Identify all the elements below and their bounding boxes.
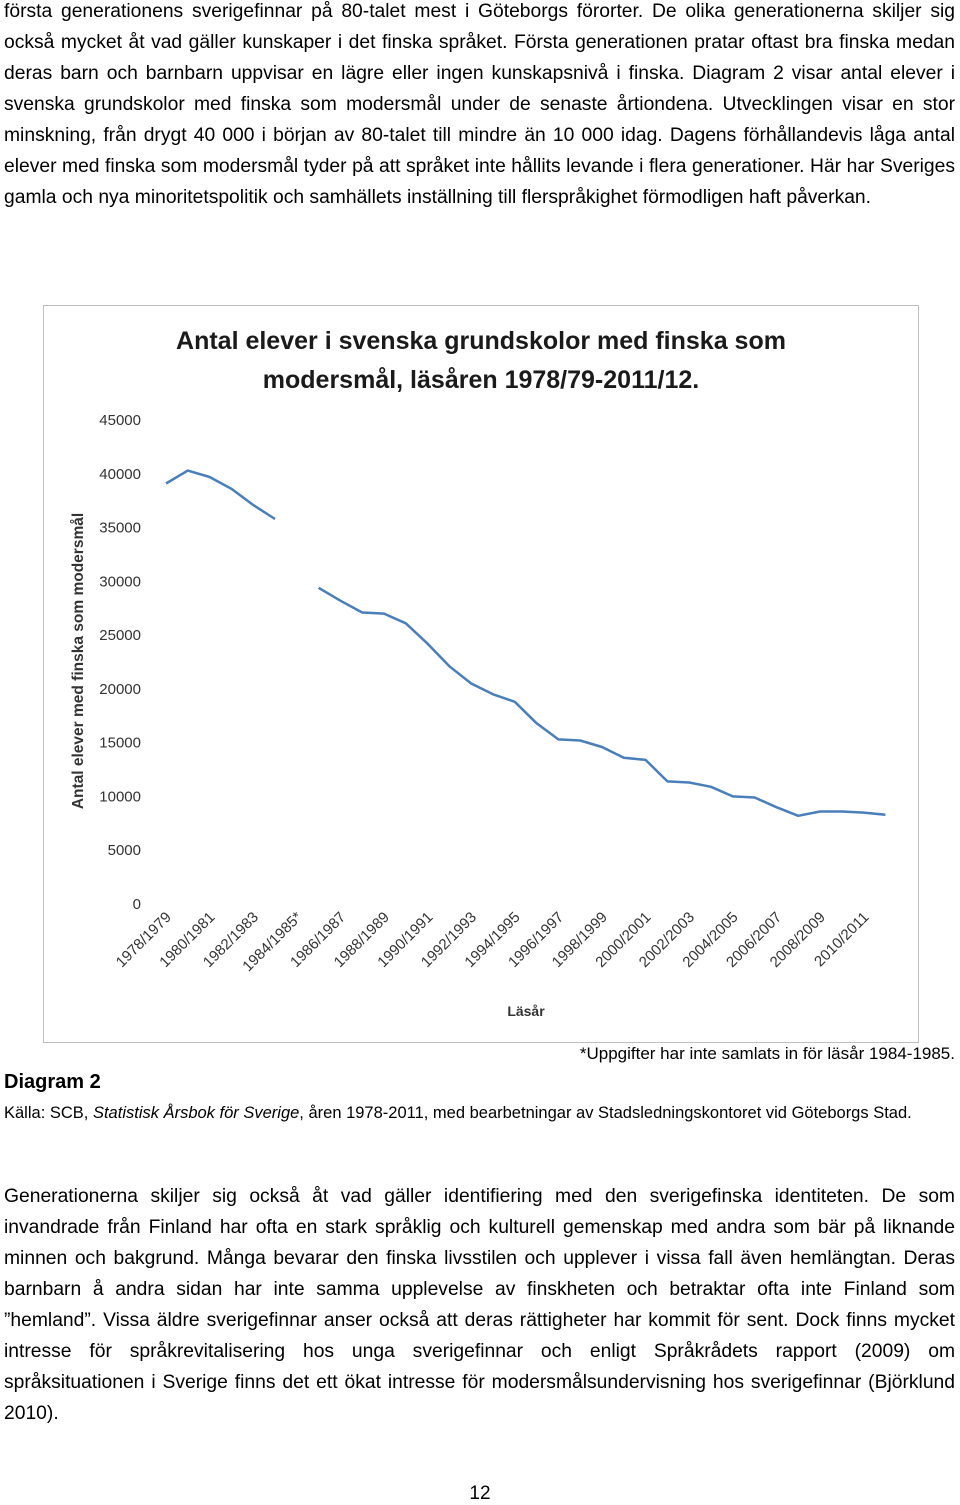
caption-source: Källa: SCB, Statistisk Årsbok för Sverig…	[4, 1100, 924, 1126]
paragraph: Generationerna skiljer sig också åt vad …	[4, 1186, 955, 1424]
caption-label: Diagram 2	[4, 1071, 101, 1093]
source-text: , åren 1978-2011, med bearbetningar av S…	[299, 1104, 912, 1122]
footnote: *Uppgifter har inte samlats in för läsår…	[579, 1044, 955, 1063]
data-line	[165, 469, 886, 818]
y-tick-label: 45000	[99, 412, 141, 429]
source-title: Statistisk Årsbok för Sverige	[92, 1104, 300, 1122]
y-tick-label: 25000	[99, 627, 141, 644]
y-tick-label: 35000	[99, 520, 141, 537]
x-axis-label: Läsår	[507, 1003, 545, 1019]
paragraph: första generationens sverigefinnar på 80…	[4, 1, 955, 208]
y-axis-label: Antal elever med finska som modersmål	[70, 513, 87, 809]
y-tick-label: 10000	[99, 788, 141, 805]
chart: 0 5000 10000 15000 20000 25000 30000 35000 40000…	[70, 412, 886, 1019]
page-number: 12	[469, 1483, 491, 1504]
y-tick-label: 15000	[99, 735, 141, 752]
y-tick-label: 20000	[99, 681, 141, 698]
y-tick-label: 40000	[99, 466, 141, 483]
chart-frame: 0 5000 10000 15000 20000 25000 30000 35000 40000…	[43, 305, 919, 1043]
chart-title: Antal elever i svenska grundskolor med f…	[176, 327, 786, 394]
source-text: Källa: SCB,	[4, 1104, 93, 1122]
y-tick-label: 5000	[108, 842, 141, 859]
y-tick-label: 30000	[99, 573, 141, 590]
y-tick-label: 0	[133, 896, 141, 913]
